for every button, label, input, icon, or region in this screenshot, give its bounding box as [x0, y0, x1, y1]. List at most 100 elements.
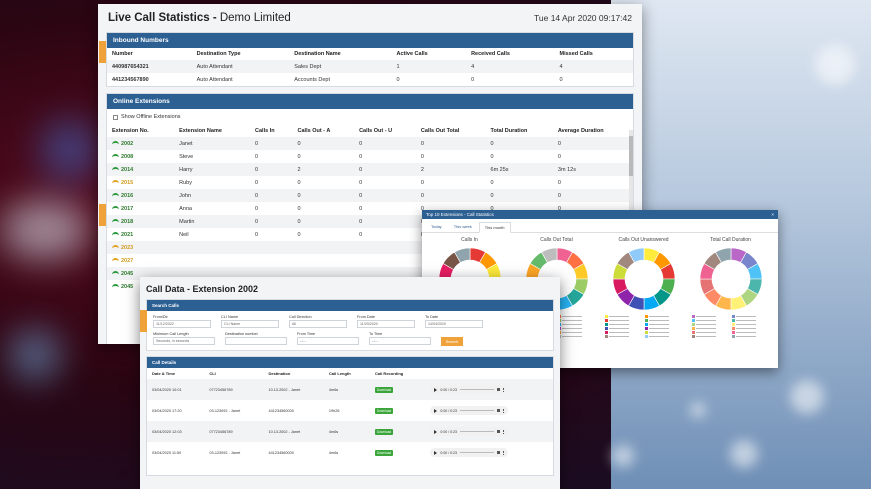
cell-calls-out-u: 0 — [359, 205, 363, 212]
more-options-icon[interactable] — [503, 387, 505, 392]
extension-number[interactable]: 2045 — [121, 270, 134, 277]
cell-extension[interactable]: 2008 — [107, 150, 174, 163]
scrollbar[interactable] — [629, 130, 633, 260]
table-row[interactable]: 2015 Ruby 0 0 0 0 0 0 — [107, 176, 633, 189]
cell-extension[interactable]: 2021 — [107, 228, 174, 241]
cell-calls-out-total: 0 — [420, 153, 424, 160]
download-badge[interactable]: Download — [374, 449, 394, 456]
table-row[interactable]: 03/04/2020 17:20 03-123092 - Janet 4412345… — [147, 400, 553, 421]
field-input[interactable] — [153, 320, 211, 328]
cell-extension[interactable]: 2018 — [107, 215, 175, 228]
extension-number[interactable]: 2015 — [121, 179, 134, 186]
form-field: CLI Name — [221, 315, 279, 328]
cell-extension[interactable]: 2027 — [107, 254, 174, 267]
tab-this-week[interactable]: This week — [453, 224, 472, 229]
extension-number[interactable]: 2027 — [121, 257, 134, 264]
audio-player[interactable]: 0:00 / 0:23 — [430, 427, 509, 436]
cell-extension[interactable]: 2017 — [107, 202, 174, 215]
cell-calls-out-total: 0 — [415, 189, 486, 202]
cell-average-duration: 0 — [557, 205, 561, 212]
field-input[interactable] — [221, 320, 279, 328]
more-options-icon[interactable] — [503, 408, 505, 413]
extension-number[interactable]: 2045 — [121, 283, 134, 290]
player-time: 0:00 / 0:23 — [440, 387, 457, 392]
table-row[interactable]: 03/04/2020 11:50 03-123092 - Janet 4412345… — [147, 442, 553, 463]
table-row[interactable]: 2027 — [107, 254, 633, 267]
column-header: Calls Out - U — [359, 128, 393, 134]
table-row[interactable]: 440987654321 Auto Attendant Sales Dept 1… — [107, 60, 633, 73]
field-input[interactable] — [153, 337, 215, 345]
show-offline-checkbox[interactable] — [113, 114, 118, 120]
field-input[interactable] — [297, 337, 359, 345]
table-row[interactable]: 2017 Anna 0 0 0 0 0 0 — [107, 202, 633, 215]
table-row[interactable]: 2008 Steve 0 0 0 0 0 0 — [107, 150, 633, 163]
table-row[interactable]: 03/04/2020 10:01 07723456789 10.13.2002 - … — [147, 379, 553, 400]
more-options-icon[interactable] — [503, 429, 505, 434]
field-input[interactable] — [225, 337, 287, 345]
cell-extension[interactable]: 2045 — [107, 280, 174, 293]
tab-today[interactable]: Today — [431, 224, 442, 229]
legend-item — [691, 335, 730, 338]
download-badge[interactable]: Download — [374, 407, 394, 414]
field-input[interactable] — [289, 320, 347, 328]
play-icon[interactable] — [434, 450, 438, 455]
extension-number[interactable]: 2014 — [121, 166, 134, 173]
legend-swatch — [604, 323, 608, 326]
show-offline-toggle[interactable]: Show Offline Extensions — [107, 109, 633, 125]
play-icon[interactable] — [434, 429, 438, 434]
phone-icon — [112, 258, 119, 262]
table-row[interactable]: 2016 John 0 0 0 0 0 0 — [107, 189, 633, 202]
volume-icon[interactable] — [497, 388, 501, 391]
table-row[interactable]: 441234567890 Auto Attendant Accounts Dep… — [107, 73, 633, 86]
extension-number[interactable]: 2023 — [121, 244, 134, 251]
volume-icon[interactable] — [497, 430, 501, 433]
extension-number[interactable]: 2008 — [121, 153, 134, 160]
top10-header: Top 10 Extensions - Call Statistics × — [422, 210, 778, 219]
cell-call-length: 19h26 — [328, 408, 340, 413]
play-icon[interactable] — [434, 408, 438, 413]
download-badge[interactable]: Download — [374, 386, 394, 393]
donut-slice[interactable] — [627, 247, 644, 263]
call-details-table: Date & Time CLI Destination Call Length … — [147, 368, 553, 463]
audio-player[interactable]: 0:00 / 0:23 — [430, 448, 509, 457]
panel-collapse-tab[interactable] — [99, 41, 106, 63]
table-row[interactable]: 2002 Janet 0 0 0 0 0 0 — [107, 137, 633, 150]
cell-extension[interactable]: 2023 — [107, 241, 175, 254]
player-track[interactable] — [459, 388, 495, 391]
player-track[interactable] — [459, 430, 495, 433]
field-input[interactable] — [369, 337, 431, 345]
cell-extension[interactable]: 2045 — [107, 267, 175, 280]
extension-number[interactable]: 2021 — [121, 231, 134, 238]
donut-slice[interactable] — [714, 247, 731, 263]
table-row[interactable]: 2045 — [107, 280, 633, 293]
table-row[interactable]: 2014 Harry 0 2 0 2 6m 25s 3m 12s — [107, 163, 633, 176]
player-track[interactable] — [459, 451, 495, 454]
close-icon[interactable]: × — [771, 212, 774, 217]
extension-number[interactable]: 2017 — [121, 205, 134, 212]
donut-slice[interactable] — [453, 247, 470, 263]
download-badge[interactable]: Download — [374, 428, 394, 435]
field-input[interactable] — [425, 320, 483, 328]
more-options-icon[interactable] — [503, 450, 505, 455]
play-icon[interactable] — [434, 387, 438, 392]
cell-extension[interactable]: 2014 — [107, 163, 175, 176]
extension-number[interactable]: 2018 — [121, 218, 134, 225]
player-track[interactable] — [459, 409, 495, 412]
table-row[interactable]: 03/04/2020 12:03 07723456789 10.13.2002 - … — [147, 421, 553, 442]
volume-icon[interactable] — [497, 451, 501, 454]
legend-swatch — [732, 335, 735, 338]
cell-extension[interactable]: 2016 — [107, 189, 175, 202]
panel-collapse-tab[interactable] — [140, 310, 147, 332]
audio-player[interactable]: 0:00 / 0:23 — [430, 406, 509, 415]
field-input[interactable] — [357, 320, 415, 328]
cell-extension[interactable]: 2015 — [107, 176, 174, 189]
audio-player[interactable]: 0:00 / 0:23 — [430, 385, 509, 394]
tab-this-month[interactable]: This month — [478, 222, 511, 233]
donut-slice[interactable] — [540, 247, 557, 263]
extension-number[interactable]: 2016 — [121, 192, 134, 199]
search-button[interactable]: Search — [441, 337, 463, 346]
volume-icon[interactable] — [497, 409, 501, 412]
panel-collapse-tab[interactable] — [99, 204, 106, 226]
cell-extension[interactable]: 2002 — [107, 137, 175, 150]
extension-number[interactable]: 2002 — [121, 140, 134, 147]
